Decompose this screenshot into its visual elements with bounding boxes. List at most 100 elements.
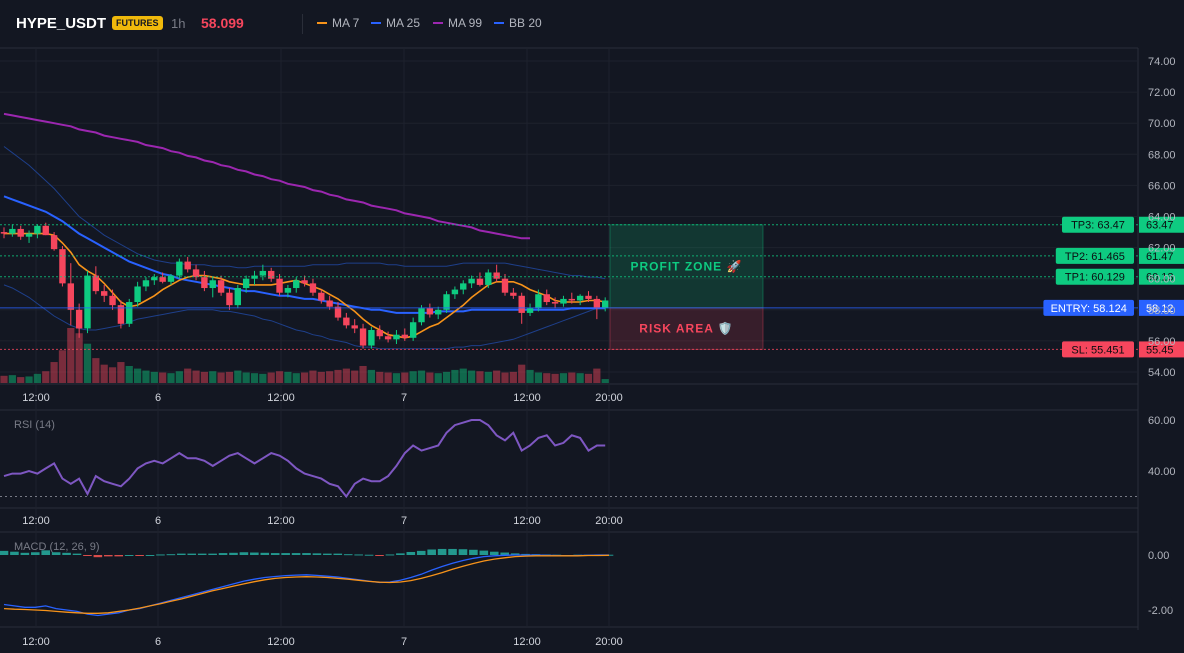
- candle-body: [318, 292, 325, 301]
- price-levels: TP3: 63.47 63.47 TP2: 61.465 61.47 TP1: 60.1…: [0, 216, 1184, 358]
- legend-ma7-swatch: [317, 22, 327, 24]
- volume-bar: [392, 373, 401, 383]
- volume-bar: [225, 371, 234, 383]
- macd-title: MACD (12, 26, 9): [14, 541, 100, 553]
- level-tag-bg: [1043, 299, 1134, 316]
- timeframe[interactable]: 1h: [171, 16, 186, 31]
- candle-body: [134, 286, 141, 303]
- candle-body: [176, 261, 183, 276]
- candle-body: [585, 295, 592, 299]
- time-tick: 12:00: [22, 515, 50, 527]
- volume-bar: [426, 372, 434, 383]
- volume-bar: [234, 370, 242, 383]
- volume-bar: [576, 373, 584, 383]
- level-tag: TP1: 60.129: [1065, 272, 1125, 284]
- candle-body: [167, 275, 175, 282]
- macd-hist-bar: [145, 555, 155, 556]
- macd-hist-bar: [364, 554, 374, 556]
- legend-ma25-swatch: [371, 22, 381, 24]
- risk-zone: [609, 307, 764, 350]
- candle-body: [376, 330, 383, 337]
- macd-hist-bar: [448, 548, 457, 555]
- volume-bar: [134, 368, 142, 383]
- legend-ma7[interactable]: MA 7: [317, 16, 359, 30]
- candle-body: [284, 288, 292, 293]
- level-axis-bg: [1139, 268, 1184, 285]
- time-axis: 12:00 6 12:00 7 12:00 20:00 12:00 6 12:00 7 12:00 2…: [22, 392, 623, 648]
- symbol-name[interactable]: HYPE_USDT: [16, 15, 107, 32]
- macd-hist-bar: [20, 552, 30, 555]
- level-tag: SL: 55.451: [1071, 344, 1124, 356]
- candle-body: [393, 334, 400, 340]
- level-axis-label: 61.47: [1146, 251, 1174, 263]
- candle-body: [493, 272, 500, 279]
- level-tag-bg: [1055, 247, 1134, 264]
- macd-hist-bar: [437, 548, 447, 555]
- macd-hist-bar: [218, 553, 228, 555]
- bb-upper-line: [3, 146, 606, 280]
- macd-panel: MACD (12, 26, 9) 0.00 -2.00: [0, 541, 1173, 617]
- volume-bar: [25, 376, 33, 383]
- candle-body: [409, 322, 417, 338]
- macd-hist-bar: [375, 555, 384, 556]
- volume-bar: [100, 364, 108, 383]
- level-axis-bg: [1139, 341, 1184, 358]
- last-price: 58.099: [201, 15, 244, 31]
- candle-body: [526, 308, 534, 313]
- price-tick: 60.00: [1148, 274, 1176, 286]
- volume-bar: [150, 371, 158, 383]
- candle-body: [560, 298, 567, 304]
- time-tick: 7: [401, 392, 407, 404]
- candle-body: [126, 302, 133, 324]
- macd-hist-bar: [93, 555, 103, 558]
- volume-bar: [292, 373, 300, 383]
- time-tick: 12:00: [513, 515, 541, 527]
- volume-bar: [559, 373, 568, 383]
- candle-body: [426, 308, 434, 315]
- macd-hist-bar: [135, 555, 144, 556]
- candle-body: [443, 294, 450, 310]
- time-tick: 7: [401, 636, 407, 648]
- futures-badge: FUTURES: [112, 16, 163, 30]
- level-axis-bg: [1139, 247, 1184, 264]
- candle-body: [84, 275, 91, 329]
- volume-bar: [593, 368, 601, 383]
- macd-hist-bar: [291, 553, 301, 555]
- candle-body: [42, 225, 49, 236]
- moving-averages: [3, 112, 606, 339]
- time-tick: 6: [155, 392, 161, 404]
- candle-body: [0, 232, 8, 234]
- candle-body: [301, 280, 308, 284]
- legend-ma99[interactable]: MA 99: [433, 16, 482, 30]
- candle-body: [468, 278, 475, 284]
- volume-bar: [117, 362, 125, 383]
- volume-bar: [367, 369, 375, 383]
- macd-hist-bar: [385, 554, 395, 556]
- time-tick: 20:00: [595, 515, 623, 527]
- volume-bar: [359, 365, 367, 383]
- time-tick: 12:00: [267, 392, 295, 404]
- macd-hist-bar: [62, 552, 71, 555]
- price-tick: 68.00: [1148, 149, 1176, 161]
- volume-bar: [468, 370, 476, 383]
- macd-hist-bar: [489, 551, 499, 555]
- candle-body: [242, 278, 250, 289]
- volume-bar: [284, 371, 292, 383]
- legend-bb20[interactable]: BB 20: [494, 16, 542, 30]
- volume-bar: [275, 371, 284, 383]
- legend-ma25[interactable]: MA 25: [371, 16, 420, 30]
- level-tag: TP3: 63.47: [1071, 220, 1125, 232]
- volume-bar: [125, 365, 133, 383]
- macd-hist-bar: [302, 553, 311, 555]
- macd-hist-bar: [323, 553, 332, 555]
- volume-bar: [384, 372, 392, 383]
- volume-bar: [551, 373, 559, 383]
- volume-bar: [351, 370, 359, 383]
- candle-body: [142, 280, 150, 287]
- price-tick: 74.00: [1148, 56, 1176, 68]
- volume-bar: [250, 373, 259, 383]
- volume-bar: [267, 372, 275, 383]
- volume-bar: [518, 364, 526, 383]
- candle-body: [101, 291, 108, 296]
